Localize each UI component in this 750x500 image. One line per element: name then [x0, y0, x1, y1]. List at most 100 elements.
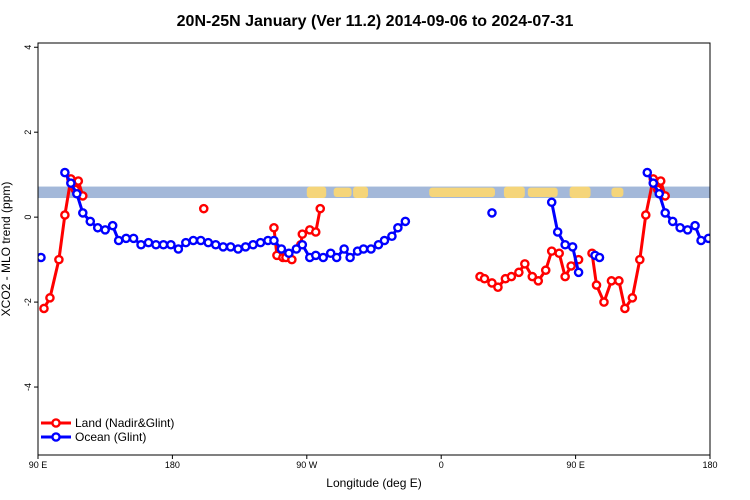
y-tick-label: 2	[23, 130, 33, 135]
data-point	[527, 271, 538, 282]
data-point	[297, 229, 308, 239]
data-point	[546, 197, 557, 208]
data-point	[218, 242, 228, 252]
series-0	[39, 174, 671, 314]
data-point	[248, 239, 258, 250]
data-point	[712, 235, 719, 242]
data-point	[107, 220, 118, 231]
y-axis-label: XCO2 - MLO trend (ppm)	[0, 182, 13, 317]
data-point	[73, 176, 84, 186]
data-point	[198, 203, 209, 214]
data-point	[158, 239, 169, 250]
data-point	[72, 188, 82, 199]
data-point	[675, 222, 685, 233]
data-point	[393, 222, 403, 233]
data-point	[660, 208, 671, 218]
data-point	[60, 210, 70, 220]
plot-frame	[37, 42, 711, 456]
legend-marker	[51, 418, 61, 428]
data-point	[655, 176, 666, 186]
data-point	[591, 280, 602, 290]
data-point	[567, 242, 578, 252]
data-point	[276, 244, 287, 254]
data-point	[682, 225, 693, 235]
data-point	[151, 239, 161, 250]
data-point	[546, 246, 557, 256]
x-tick-label: 90 E	[29, 460, 48, 470]
data-point	[39, 303, 49, 314]
legend-label: Ocean (Glint)	[75, 430, 146, 444]
data-point	[66, 178, 76, 188]
data-point	[310, 250, 321, 261]
data-point	[400, 216, 411, 227]
data-point	[640, 210, 651, 220]
data-point	[635, 254, 645, 265]
data-point	[358, 244, 369, 254]
data-point	[479, 273, 490, 284]
data-point	[514, 267, 524, 278]
data-point	[573, 267, 584, 278]
series-1	[38, 167, 749, 278]
x-tick-label: 180	[702, 460, 717, 470]
data-point	[315, 203, 326, 214]
data-point	[113, 235, 124, 246]
chart-title: 20N-25N January (Ver 11.2) 2014-09-06 to…	[177, 13, 574, 30]
data-point	[92, 222, 103, 233]
map-strip-land	[353, 186, 369, 199]
data-point	[100, 225, 110, 235]
data-point	[143, 237, 154, 248]
map-strip	[38, 186, 710, 199]
map-strip-land	[333, 187, 352, 198]
map-strip-ocean	[38, 186, 710, 199]
data-point	[566, 261, 576, 271]
data-point	[606, 276, 617, 286]
data-point	[188, 235, 199, 246]
data-point	[128, 233, 139, 244]
data-point	[255, 237, 266, 248]
data-point	[136, 239, 146, 250]
data-point	[627, 293, 638, 303]
data-point	[173, 244, 184, 254]
data-point	[520, 259, 530, 269]
legend-label: Land (Nadir&Glint)	[75, 416, 174, 430]
data-point	[493, 282, 503, 293]
data-point	[345, 252, 355, 263]
data-point	[291, 244, 302, 254]
data-point	[297, 239, 308, 250]
data-point	[225, 242, 236, 252]
data-point	[614, 276, 624, 286]
x-tick-label: 90 E	[566, 460, 585, 470]
data-point	[690, 220, 700, 231]
data-point	[38, 252, 46, 263]
data-point	[594, 252, 605, 263]
data-point	[373, 239, 384, 250]
data-point	[85, 216, 96, 227]
map-strip-land	[429, 187, 495, 198]
x-axis: 90 E 180 90 W 0 90 E 180	[29, 455, 718, 470]
data-point	[325, 248, 336, 259]
data-point	[60, 167, 70, 178]
data-point	[487, 278, 497, 288]
data-point	[703, 233, 710, 244]
data-point	[54, 254, 64, 265]
data-point	[318, 252, 329, 263]
data-point	[742, 241, 749, 248]
map-strip-land	[503, 186, 525, 199]
data-point	[696, 235, 706, 246]
data-point	[712, 235, 719, 242]
y-tick-label: -4	[23, 383, 33, 391]
data-point	[45, 293, 55, 303]
legend: Land (Nadir&Glint)Ocean (Glint)	[41, 416, 174, 444]
data-point	[487, 208, 497, 218]
data-point	[735, 241, 742, 248]
x-axis-label: Longitude (deg E)	[326, 476, 421, 490]
data-point	[552, 227, 563, 237]
series-line	[716, 238, 746, 244]
data-point	[620, 303, 630, 314]
data-point	[339, 244, 349, 254]
y-tick-label: 0	[23, 215, 33, 220]
data-point	[195, 235, 206, 246]
data-point	[240, 242, 251, 252]
data-point	[654, 188, 665, 199]
